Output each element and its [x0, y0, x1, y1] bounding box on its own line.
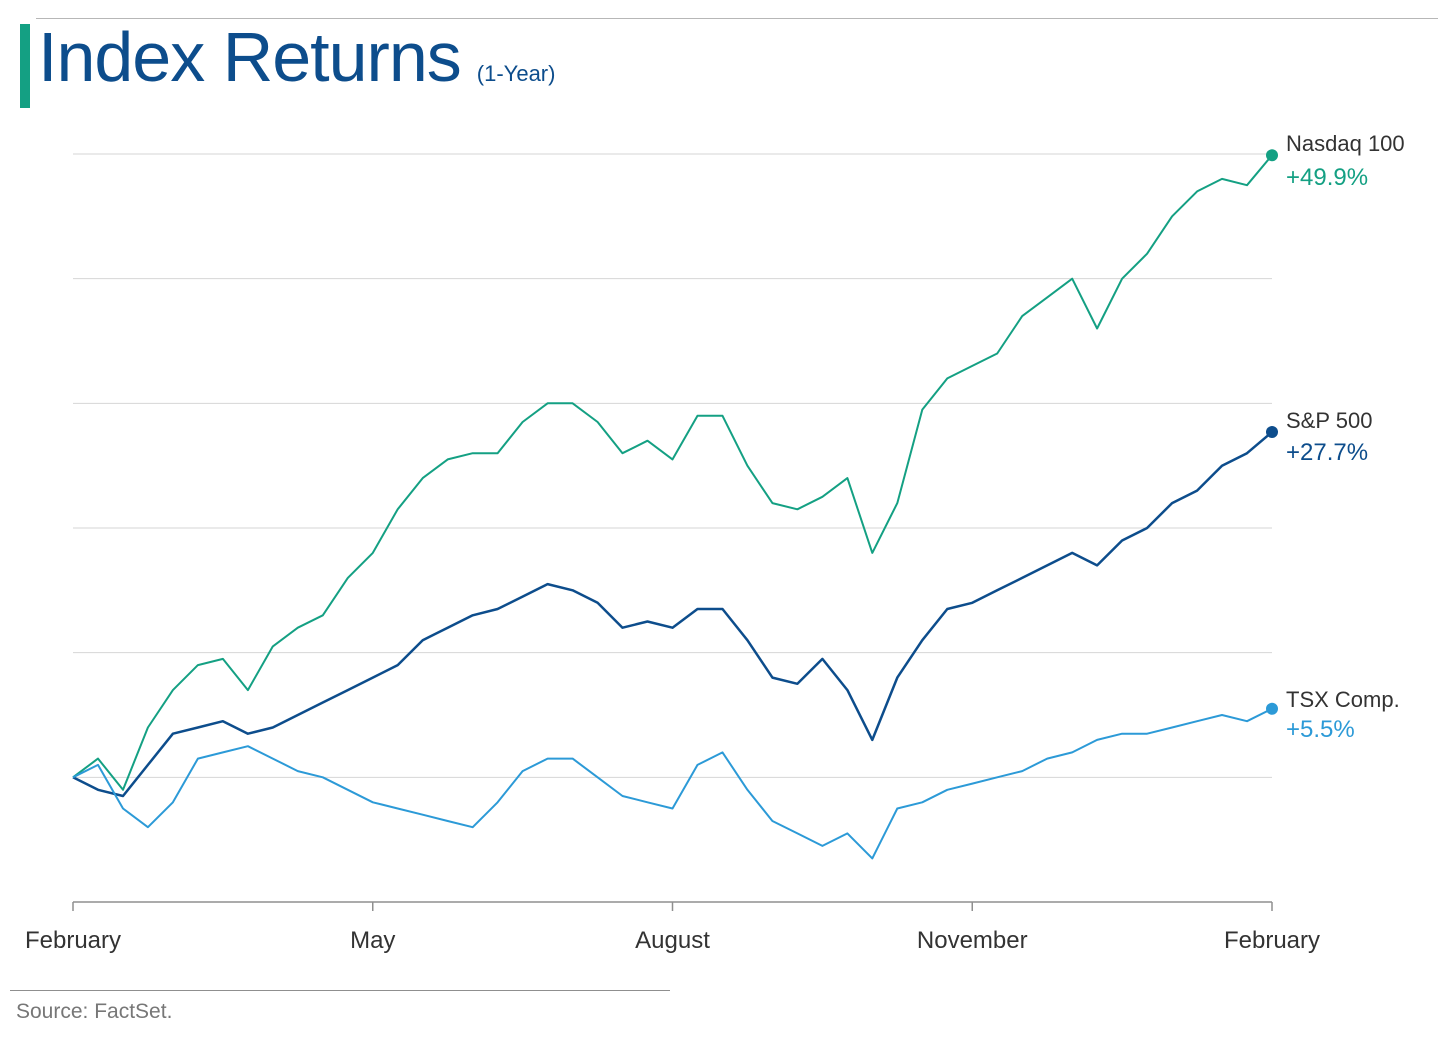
- x-tick-label-3: November: [917, 927, 1028, 954]
- top-rule: [36, 18, 1438, 19]
- end-marker-tsx-comp: [1266, 702, 1278, 715]
- source-note: Source: FactSet.: [16, 1000, 173, 1023]
- series-name-nasdaq-100: Nasdaq 100: [1286, 131, 1405, 156]
- end-marker-nasdaq-100: [1266, 149, 1278, 162]
- title-accent-bar: [20, 24, 30, 108]
- series-line-s-p-500: [72, 431, 1273, 798]
- gridlines: [73, 153, 1272, 778]
- x-tick-label-2: August: [635, 927, 710, 954]
- x-tick-label-1: May: [350, 927, 395, 954]
- series-return-tsx-comp: +5.5%: [1286, 716, 1355, 743]
- chart-subtitle: (1-Year): [476, 61, 556, 86]
- series-return-s-p-500: +27.7%: [1286, 439, 1368, 466]
- series-name-s-p-500: S&P 500: [1286, 408, 1372, 433]
- chart-title: Index Returns: [38, 18, 462, 96]
- end-marker-s-p-500: [1266, 426, 1278, 439]
- footer-rule: [10, 990, 670, 991]
- end-labels: Nasdaq 100 +49.9% S&P 500 +27.7% TSX Comp. +5…: [1266, 131, 1405, 743]
- series-lines: [72, 154, 1273, 860]
- series-return-nasdaq-100: +49.9%: [1286, 164, 1368, 191]
- series-line-nasdaq-100: [72, 154, 1273, 791]
- x-tick-label-0: February: [25, 927, 121, 954]
- series-name-tsx-comp: TSX Comp.: [1286, 687, 1400, 712]
- x-tick-label-4: February: [1224, 927, 1320, 954]
- x-axis: February May August November February: [25, 901, 1320, 954]
- title-row: Index Returns (1-Year): [38, 22, 555, 92]
- series-line-tsx-comp: [72, 707, 1273, 860]
